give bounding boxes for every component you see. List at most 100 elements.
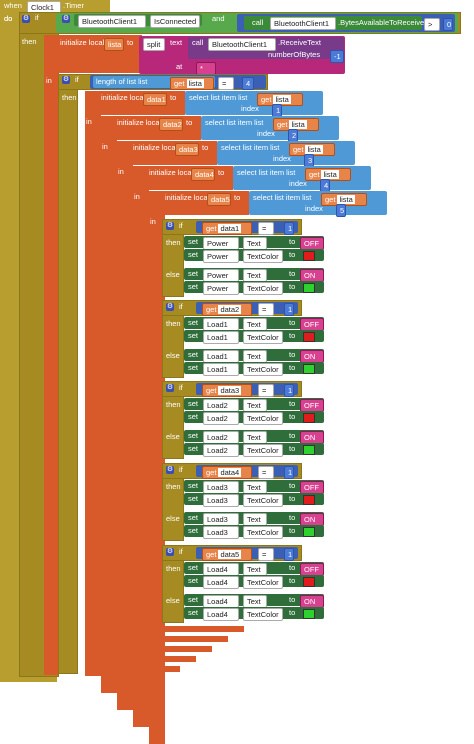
set-prop-else-color-4[interactable]: TextColor [243,608,283,621]
cond-op-data2[interactable]: = [258,303,274,316]
cond-gear-icon-data3[interactable]: ⚙ [166,384,174,392]
cond-op-data5[interactable]: = [258,548,274,561]
color-swatch-then-color-1[interactable] [303,332,315,342]
set-comp-else-color-4[interactable]: Load4 [203,608,239,621]
color-swatch-else-color-4[interactable] [303,609,315,619]
set-prop-then-color-3[interactable]: TextColor [243,494,283,507]
cond-get-var-data4[interactable]: data4 [218,468,242,477]
compare-op-dropdown[interactable]: > [424,18,440,31]
init-data5-block[interactable] [149,191,165,744]
cond-get-var-data1[interactable]: data1 [218,224,242,233]
set-prop-else-color-1[interactable]: TextColor [243,363,283,376]
init-data3-block[interactable] [117,141,133,710]
init-data5-name[interactable]: data5 [207,193,231,206]
select-get-data5[interactable]: get lista [321,193,367,206]
set-prop-else-color-0[interactable]: TextColor [243,282,283,295]
length-val-number[interactable]: 4 [242,77,254,90]
select-get-var-data4[interactable]: lista [321,170,339,179]
init-data4-label: initialize local [149,168,194,177]
length-if-gear-icon[interactable]: ⚙ [62,76,70,84]
zero-number[interactable]: 0 [443,18,453,31]
cond-gear-icon-data2[interactable]: ⚙ [166,303,174,311]
set-prop-then-color-0[interactable]: TextColor [243,250,283,263]
cond-get-data3[interactable]: get data3 [202,384,252,397]
cond-val-data4[interactable]: 1 [284,466,294,479]
isconnected-property-dropdown[interactable]: IsConnected [150,15,200,28]
set-comp-then-color-4[interactable]: Load4 [203,576,239,589]
length-if-block[interactable] [58,74,78,674]
index-number-data5[interactable]: 5 [336,204,346,217]
cond-val-data3[interactable]: 1 [284,384,294,397]
init-data3-header [117,141,217,165]
init-data3-name[interactable]: data3 [175,143,199,156]
set-prop-else-text-3[interactable]: Text [243,513,267,526]
length-op-dropdown[interactable]: = [218,77,234,90]
set-prop-else-color-3[interactable]: TextColor [243,526,283,539]
neg1-number[interactable]: -1 [330,50,344,63]
cond-get-var-data3[interactable]: data3 [218,386,242,395]
select-get-var-data3[interactable]: lista [305,145,323,154]
set-comp-then-color-0[interactable]: Power [203,250,239,263]
init-data2-name[interactable]: data2 [159,118,183,131]
color-swatch-then-color-0[interactable] [303,251,315,261]
select-get-var-data5[interactable]: lista [337,195,355,204]
index-label-data4: index [289,179,307,188]
select-get-data3[interactable]: get lista [289,143,335,156]
and-gear-icon[interactable]: ⚙ [62,15,70,23]
bt-receive-dropdown[interactable]: BluetoothClient1 [208,38,276,51]
lista-name-field[interactable]: lista [104,38,124,51]
set-comp-then-color-2[interactable]: Load2 [203,412,239,425]
cond-val-data2[interactable]: 1 [284,303,294,316]
set-comp-else-color-2[interactable]: Load2 [203,444,239,457]
set-prop-then-color-2[interactable]: TextColor [243,412,283,425]
init-data1-block[interactable] [85,91,101,676]
color-swatch-else-color-2[interactable] [303,445,315,455]
init-data1-name[interactable]: data1 [143,93,167,106]
cond-get-data5[interactable]: get data5 [202,548,252,561]
cond-get-data4[interactable]: get data4 [202,466,252,479]
select-get-var-data2[interactable]: lista [289,120,307,129]
set-comp-else-color-0[interactable]: Power [203,282,239,295]
set-comp-then-text-4[interactable]: Load4 [203,563,239,576]
color-swatch-else-color-0[interactable] [303,283,315,293]
color-swatch-else-color-1[interactable] [303,364,315,374]
cond-get-var-data5[interactable]: data5 [218,550,242,559]
length-get-block[interactable]: get lista [170,77,214,90]
split-dropdown[interactable]: split [143,38,165,51]
cond-val-data1[interactable]: 1 [284,222,294,235]
cond-gear-icon-data4[interactable]: ⚙ [166,466,174,474]
init-lista-block[interactable] [44,35,58,675]
cond-get-var-data2[interactable]: data2 [218,305,242,314]
set-to-else-text-0: to [289,269,296,278]
set-prop-then-text-2[interactable]: Text [243,399,267,412]
cond-get-data2[interactable]: get data2 [202,303,252,316]
mutator-gear-icon[interactable]: ⚙ [22,15,30,23]
set-prop-else-color-2[interactable]: TextColor [243,444,283,457]
select-label-data3: select list item list [221,143,280,152]
length-get-var[interactable]: lista [186,79,204,88]
color-swatch-else-color-3[interactable] [303,527,315,537]
color-swatch-then-color-3[interactable] [303,495,315,505]
set-prop-then-color-4[interactable]: TextColor [243,576,283,589]
set-prop-then-color-1[interactable]: TextColor [243,331,283,344]
init-data4-name[interactable]: data4 [191,168,215,181]
cond-val-data5[interactable]: 1 [284,548,294,561]
bt-call-dropdown[interactable]: BluetoothClient1 [270,17,336,30]
color-swatch-then-color-4[interactable] [303,577,315,587]
set-comp-else-color-3[interactable]: Load3 [203,526,239,539]
init-data2-block[interactable] [101,116,117,693]
cond-gear-icon-data1[interactable]: ⚙ [166,222,174,230]
cond-op-data3[interactable]: = [258,384,274,397]
bt-component-dropdown[interactable]: BluetoothClient1 [78,15,146,28]
cond-op-data1[interactable]: = [258,222,274,235]
color-swatch-then-color-2[interactable] [303,413,315,423]
select-get-var-data1[interactable]: lista [273,95,291,104]
init-data4-block[interactable] [133,166,149,727]
cond-get-data1[interactable]: get data1 [202,222,252,235]
set-comp-then-color-1[interactable]: Load1 [203,331,239,344]
set-comp-else-color-1[interactable]: Load1 [203,363,239,376]
cond-op-data4[interactable]: = [258,466,274,479]
set-comp-then-color-3[interactable]: Load3 [203,494,239,507]
cond-gear-icon-data5[interactable]: ⚙ [166,548,174,556]
set-prop-else-text-1[interactable]: Text [243,350,267,363]
